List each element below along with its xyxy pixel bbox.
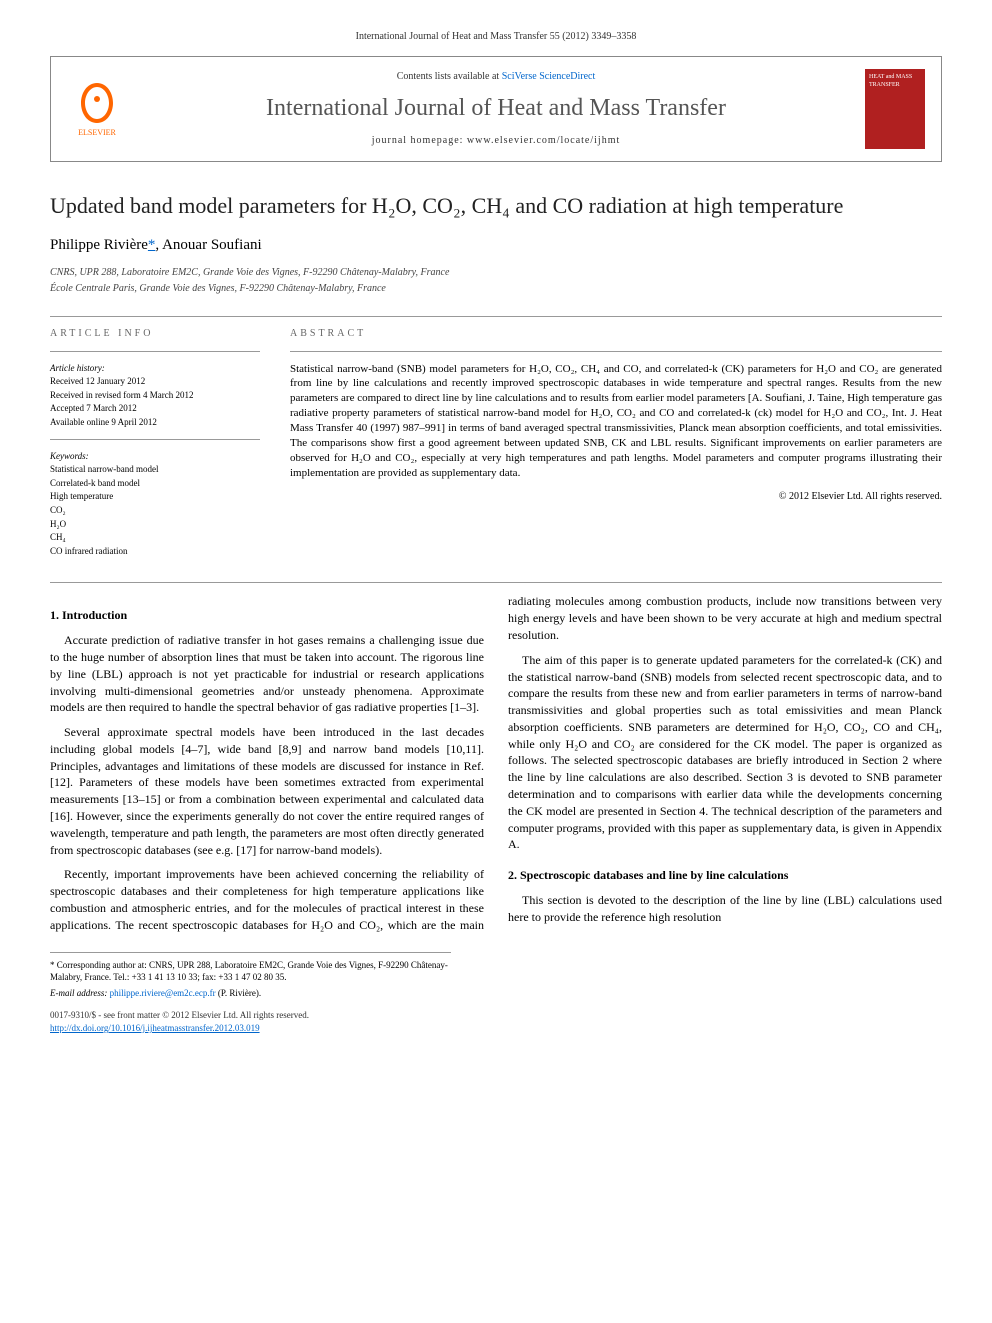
history-label: Article history: [50, 362, 260, 375]
online-date: Available online 9 April 2012 [50, 416, 260, 429]
affiliation-2: École Centrale Paris, Grande Voie des Vi… [50, 282, 942, 296]
keyword: CH₄ [50, 531, 260, 544]
revised-date: Received in revised form 4 March 2012 [50, 389, 260, 402]
keyword: High temperature [50, 490, 260, 503]
doi-link[interactable]: http://dx.doi.org/10.1016/j.ijheatmasstr… [50, 1023, 260, 1033]
divider [50, 582, 942, 583]
author-list: Philippe Rivière*, Anouar Soufiani [50, 235, 942, 256]
email-footnote: E-mail address: philippe.riviere@em2c.ec… [50, 987, 451, 1000]
elsevier-logo: ELSEVIER [67, 74, 127, 144]
journal-citation: International Journal of Heat and Mass T… [50, 30, 942, 44]
received-date: Received 12 January 2012 [50, 375, 260, 388]
section-2-heading: 2. Spectroscopic databases and line by l… [508, 867, 942, 884]
journal-homepage: journal homepage: www.elsevier.com/locat… [143, 134, 849, 148]
journal-cover-thumb: HEAT and MASS TRANSFER [865, 69, 925, 149]
email-link[interactable]: philippe.riviere@em2c.ecp.fr [110, 988, 216, 998]
elsevier-label: ELSEVIER [78, 127, 116, 138]
scidirect-link[interactable]: SciVerse ScienceDirect [502, 71, 596, 82]
info-abstract-row: ARTICLE INFO Article history: Received 1… [50, 327, 942, 559]
header-center: Contents lists available at SciVerse Sci… [143, 70, 849, 148]
keyword: H₂O [50, 518, 260, 531]
article-info: ARTICLE INFO Article history: Received 1… [50, 327, 260, 559]
corresponding-footnote: * Corresponding author at: CNRS, UPR 288… [50, 959, 451, 984]
affiliations: CNRS, UPR 288, Laboratoire EM2C, Grande … [50, 266, 942, 296]
paragraph: Accurate prediction of radiative transfe… [50, 632, 484, 716]
keyword: CO₂ [50, 504, 260, 517]
article-title: Updated band model parameters for H₂O, C… [50, 192, 942, 221]
abstract: ABSTRACT Statistical narrow-band (SNB) m… [290, 327, 942, 559]
journal-title: International Journal of Heat and Mass T… [143, 92, 849, 126]
keyword: Statistical narrow-band model [50, 463, 260, 476]
footnotes: * Corresponding author at: CNRS, UPR 288… [50, 952, 451, 1000]
author-1: Philippe Rivière [50, 237, 148, 253]
abstract-text: Statistical narrow-band (SNB) model para… [290, 362, 942, 481]
info-heading: ARTICLE INFO [50, 327, 260, 341]
paragraph: This section is devoted to the descripti… [508, 892, 942, 926]
author-2: Anouar Soufiani [162, 237, 262, 253]
keywords-label: Keywords: [50, 450, 260, 463]
paragraph: Several approximate spectral models have… [50, 724, 484, 858]
abstract-heading: ABSTRACT [290, 327, 942, 341]
contents-available: Contents lists available at SciVerse Sci… [143, 70, 849, 84]
accepted-date: Accepted 7 March 2012 [50, 402, 260, 415]
body-columns: 1. Introduction Accurate prediction of r… [50, 593, 942, 933]
copyright: © 2012 Elsevier Ltd. All rights reserved… [290, 490, 942, 504]
keyword: Correlated-k band model [50, 477, 260, 490]
bottom-meta: 0017-9310/$ - see front matter © 2012 El… [50, 1009, 942, 1034]
journal-header: ELSEVIER Contents lists available at Sci… [50, 56, 942, 162]
section-1-heading: 1. Introduction [50, 607, 484, 624]
keyword: CO infrared radiation [50, 545, 260, 558]
divider [50, 316, 942, 317]
issn-line: 0017-9310/$ - see front matter © 2012 El… [50, 1009, 942, 1022]
paragraph: The aim of this paper is to generate upd… [508, 652, 942, 854]
affiliation-1: CNRS, UPR 288, Laboratoire EM2C, Grande … [50, 266, 942, 280]
